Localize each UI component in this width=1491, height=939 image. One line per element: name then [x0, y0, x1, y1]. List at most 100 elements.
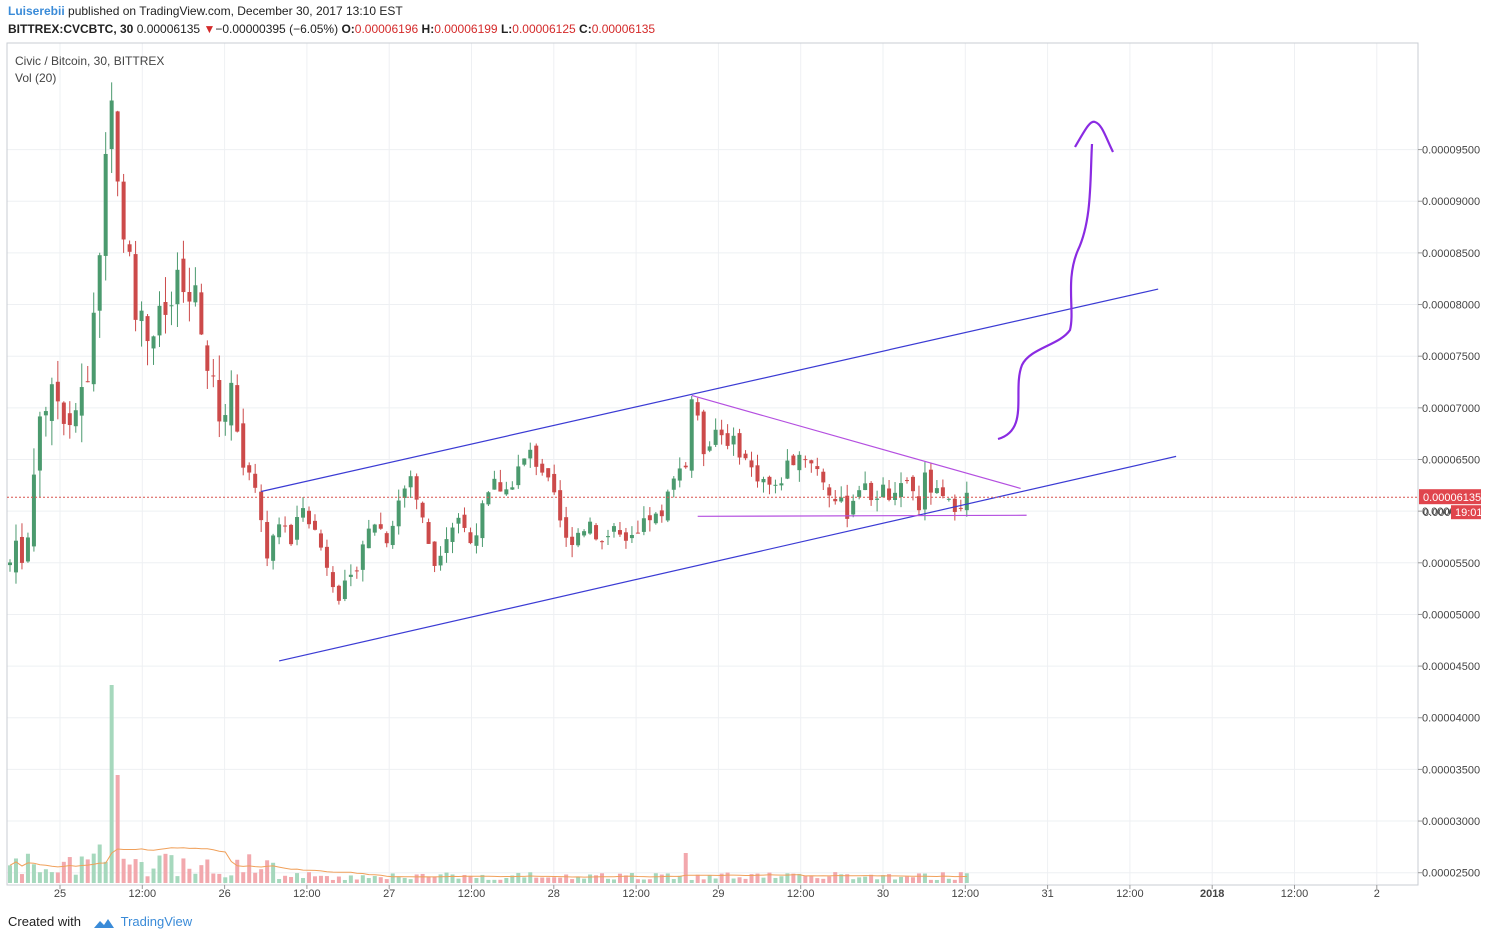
price-axis[interactable]: 0.00009500 0.00009000 0.00008500 0.00008000…: [1418, 145, 1480, 880]
volume-bar: [205, 859, 210, 883]
candle-body: [480, 503, 485, 539]
candle-body: [731, 435, 736, 445]
published-text: published on TradingView.com, December 3…: [68, 4, 403, 18]
time-tick-label: 31: [1041, 888, 1053, 900]
tradingview-link[interactable]: TradingView: [120, 914, 193, 929]
candle-body: [127, 244, 132, 252]
candle-body: [839, 497, 844, 502]
volume-bar: [145, 876, 150, 883]
high-label: H:: [421, 22, 435, 36]
price-chart[interactable]: 0.00009500 0.00009000 0.00008500 0.00008000…: [0, 40, 1491, 906]
volume-bar: [438, 874, 443, 883]
ohlc-line: BITTREX:CVCBTC, 30 0.00006135 ▼−0.000003…: [8, 22, 655, 36]
volume-bar: [881, 875, 886, 883]
time-tick-label: 25: [54, 888, 66, 900]
candle-body: [815, 466, 820, 470]
volume-bar: [181, 858, 186, 883]
volume-bar: [671, 879, 676, 883]
candle-body: [199, 292, 204, 335]
candle-body: [468, 532, 473, 544]
candle-body: [588, 521, 593, 534]
price-tick-label: 0.00006500: [1422, 454, 1480, 466]
volume-bar: [127, 864, 132, 883]
candle-body: [857, 490, 862, 497]
open-label: O:: [341, 22, 355, 36]
volume-bar: [558, 877, 563, 883]
volume-bar: [295, 873, 300, 883]
candle-body: [582, 531, 587, 536]
candle-body: [665, 491, 670, 521]
volume-bar: [522, 877, 527, 883]
candle-body: [623, 532, 628, 541]
author-link[interactable]: Luiserebii: [8, 4, 65, 18]
candle-body: [175, 269, 180, 305]
volume-bar: [922, 873, 927, 883]
candle-body: [396, 500, 401, 527]
volume-bar: [109, 685, 114, 883]
candle-body: [259, 491, 264, 521]
candle-body: [905, 480, 909, 482]
volume-bar: [378, 877, 383, 883]
volume-bar: [283, 875, 288, 883]
candle-body: [145, 316, 150, 342]
volume-bar: [360, 875, 365, 883]
volume-bar: [689, 879, 694, 883]
change-value: −0.00000395 (−6.05%): [215, 22, 339, 36]
candle-body: [408, 476, 413, 488]
last-value: 0.00006135: [136, 22, 201, 36]
candle-body: [964, 492, 969, 511]
candle-body: [115, 111, 120, 182]
volume-bar: [893, 879, 898, 883]
volume-bar: [815, 878, 820, 883]
candle-body: [863, 483, 868, 491]
candle-body: [600, 541, 605, 543]
volume-bar: [211, 873, 216, 883]
volume-bar: [707, 875, 712, 883]
time-axis[interactable]: 25 12:00 26 12:00 27 12:00 28 12:00 29 12:00 30 12:…: [54, 885, 1380, 900]
candle-body: [366, 528, 371, 549]
candle-body: [31, 474, 36, 547]
candle-body: [534, 445, 539, 467]
time-tick-label: 12:00: [622, 888, 650, 900]
volume-bar: [342, 879, 347, 883]
candle-body: [456, 517, 461, 524]
candle-body: [647, 515, 652, 521]
countdown-label: 19:01: [1455, 507, 1483, 519]
candle-body: [432, 541, 437, 566]
volume-bar: [229, 875, 234, 883]
candle-body: [318, 533, 323, 548]
time-tick-label: 28: [548, 888, 560, 900]
candle-body: [899, 483, 904, 498]
volume-bar: [827, 876, 832, 883]
candle-body: [821, 471, 826, 483]
volume-bar: [372, 876, 377, 883]
open-value: 0.00006196: [354, 22, 419, 36]
volume-bar: [259, 869, 264, 883]
candle-body: [271, 535, 276, 561]
volume-bar: [241, 872, 246, 883]
candle-body: [13, 540, 18, 573]
candle-body: [85, 381, 90, 383]
volume-bar: [169, 855, 174, 883]
candle-body: [342, 580, 347, 600]
volume-bar: [743, 878, 748, 883]
volume-bar: [474, 878, 479, 883]
candle-body: [743, 453, 748, 459]
candle-body: [73, 410, 78, 427]
candle-body: [761, 478, 766, 483]
candle-body: [336, 585, 341, 601]
time-tick-label: 12:00: [293, 888, 321, 900]
volume-bar: [19, 874, 24, 883]
candle-body: [737, 433, 742, 458]
candle-body: [97, 255, 102, 311]
candle-body: [952, 498, 957, 512]
candle-body: [570, 536, 575, 545]
volume-bar: [701, 879, 706, 883]
price-tick-label: 0.00002500: [1422, 868, 1480, 880]
volume-bar: [928, 879, 933, 883]
publish-header: Luiserebii published on TradingView.com,…: [0, 0, 1491, 40]
candle-body: [803, 459, 808, 461]
volume-bar: [217, 873, 222, 883]
volume-bar: [623, 875, 628, 883]
volume-bar: [946, 878, 951, 883]
